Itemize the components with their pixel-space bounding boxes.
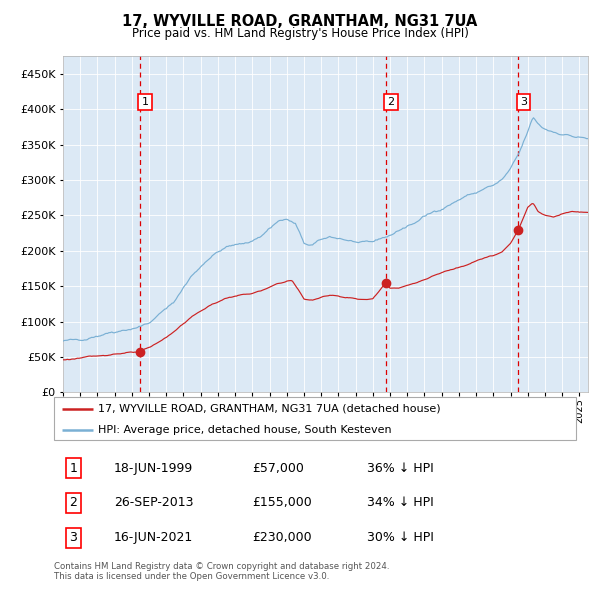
Text: 17, WYVILLE ROAD, GRANTHAM, NG31 7UA: 17, WYVILLE ROAD, GRANTHAM, NG31 7UA: [122, 14, 478, 29]
Text: Price paid vs. HM Land Registry's House Price Index (HPI): Price paid vs. HM Land Registry's House …: [131, 27, 469, 40]
Text: £155,000: £155,000: [253, 496, 312, 510]
Text: 36% ↓ HPI: 36% ↓ HPI: [367, 461, 434, 474]
Text: 17, WYVILLE ROAD, GRANTHAM, NG31 7UA (detached house): 17, WYVILLE ROAD, GRANTHAM, NG31 7UA (de…: [98, 404, 441, 414]
Text: 34% ↓ HPI: 34% ↓ HPI: [367, 496, 434, 510]
Text: 16-JUN-2021: 16-JUN-2021: [114, 532, 193, 545]
Text: 2: 2: [387, 97, 394, 107]
Text: 3: 3: [520, 97, 527, 107]
Text: Contains HM Land Registry data © Crown copyright and database right 2024.: Contains HM Land Registry data © Crown c…: [54, 562, 389, 571]
Text: 3: 3: [70, 532, 77, 545]
Text: This data is licensed under the Open Government Licence v3.0.: This data is licensed under the Open Gov…: [54, 572, 329, 581]
Text: £230,000: £230,000: [253, 532, 312, 545]
FancyBboxPatch shape: [54, 397, 576, 440]
Text: 2: 2: [70, 496, 77, 510]
Text: £57,000: £57,000: [253, 461, 304, 474]
Text: 26-SEP-2013: 26-SEP-2013: [114, 496, 194, 510]
Text: 1: 1: [70, 461, 77, 474]
Text: 30% ↓ HPI: 30% ↓ HPI: [367, 532, 434, 545]
Text: 18-JUN-1999: 18-JUN-1999: [114, 461, 193, 474]
Text: HPI: Average price, detached house, South Kesteven: HPI: Average price, detached house, Sout…: [98, 425, 392, 435]
Text: 1: 1: [142, 97, 148, 107]
